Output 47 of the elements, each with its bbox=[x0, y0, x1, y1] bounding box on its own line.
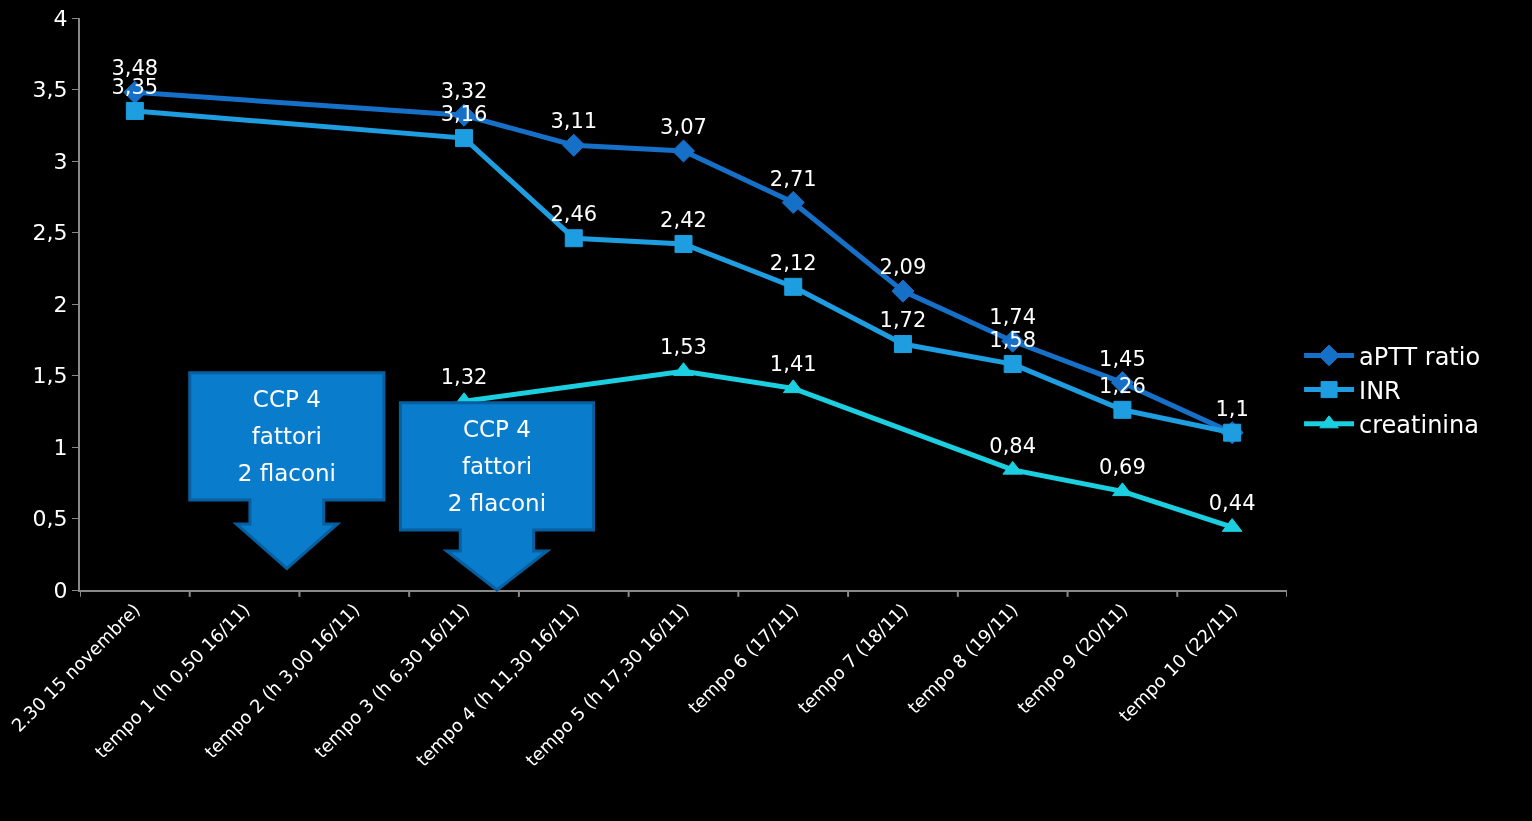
legend-label: INR bbox=[1359, 376, 1401, 405]
point bbox=[891, 279, 915, 303]
legend-label: aPTT ratio bbox=[1359, 342, 1481, 371]
point bbox=[564, 229, 583, 248]
data-label: 2,42 bbox=[660, 208, 707, 233]
point bbox=[125, 101, 144, 120]
data-label: 3,11 bbox=[550, 109, 598, 134]
point bbox=[1003, 355, 1022, 374]
point bbox=[674, 234, 693, 253]
point bbox=[455, 129, 474, 148]
legend-label: creatinina bbox=[1359, 411, 1479, 440]
data-label: 1,74 bbox=[989, 305, 1037, 330]
point bbox=[893, 335, 912, 354]
data-label: 0,44 bbox=[1208, 491, 1256, 516]
point bbox=[1113, 400, 1132, 419]
data-label: 3,07 bbox=[660, 115, 707, 140]
point bbox=[1112, 482, 1133, 497]
data-label: 0,69 bbox=[1099, 455, 1146, 480]
point bbox=[562, 133, 586, 157]
data-label: 2,12 bbox=[769, 250, 817, 275]
data-label: 1,41 bbox=[769, 352, 817, 377]
y-tick-label: 1,5 bbox=[32, 363, 68, 389]
data-label: 2,46 bbox=[550, 202, 598, 227]
data-label: 2,09 bbox=[879, 255, 927, 280]
y-tick-label: 0,5 bbox=[32, 506, 68, 532]
data-label: 3,32 bbox=[440, 79, 488, 104]
y-tick-label: 4 bbox=[53, 5, 68, 31]
annotation: CCP 4 fattori 2 flaconi bbox=[237, 386, 336, 487]
point bbox=[784, 277, 803, 296]
data-label: 0,84 bbox=[989, 434, 1037, 459]
annotation: CCP 4 fattori 2 flaconi bbox=[447, 416, 547, 517]
y-tick-label: 2 bbox=[53, 291, 68, 317]
data-label: 2,71 bbox=[769, 166, 817, 191]
data-label: 1,72 bbox=[879, 308, 927, 333]
data-label: 1,45 bbox=[1099, 346, 1146, 371]
point bbox=[781, 190, 805, 215]
data-label: 1,53 bbox=[660, 335, 707, 360]
data-label: 1,32 bbox=[440, 365, 488, 390]
data-label: 1,58 bbox=[989, 328, 1037, 353]
y-tick-label: 3 bbox=[53, 148, 68, 174]
point bbox=[671, 139, 696, 163]
y-tick-label: 2,5 bbox=[32, 220, 68, 246]
y-tick-label: 3,5 bbox=[32, 77, 68, 103]
y-tick-label: 1 bbox=[53, 434, 68, 460]
data-label: 1,1 bbox=[1215, 396, 1249, 421]
y-tick-label: 0 bbox=[53, 577, 68, 603]
point bbox=[1002, 460, 1023, 475]
